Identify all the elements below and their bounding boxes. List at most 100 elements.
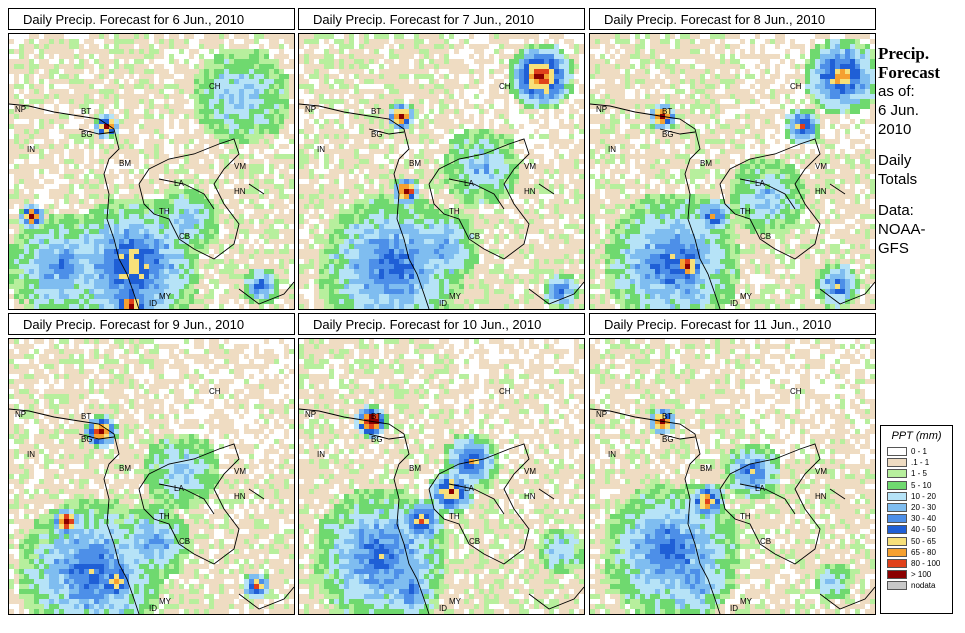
legend-swatch — [887, 547, 907, 557]
country-label: HN — [815, 492, 827, 501]
country-label: BM — [700, 159, 712, 168]
precip-map: NP BT BG IN BM CH VM LA HN TH CB MY ID — [298, 338, 585, 615]
country-label: BM — [700, 464, 712, 473]
as-of-year: 2010 — [878, 121, 912, 138]
country-label: IN — [317, 450, 325, 459]
panel-title: Daily Precip. Forecast for 10 Jun., 2010 — [298, 313, 585, 335]
legend-swatch — [887, 447, 907, 456]
country-label: IN — [27, 145, 35, 154]
country-label: BT — [371, 412, 381, 421]
data-source-2: GFS — [878, 240, 909, 257]
country-label: LA — [755, 179, 765, 188]
country-label: HN — [524, 492, 536, 501]
country-label: TH — [449, 512, 460, 521]
daily-label: Daily — [878, 152, 912, 169]
legend-item: > 100 — [881, 569, 952, 580]
precip-map: NP BT BG IN BM CH VM LA HN TH CB MY ID — [589, 338, 876, 615]
legend-swatch — [887, 502, 907, 512]
country-label: MY — [159, 597, 172, 606]
country-label: VM — [234, 162, 246, 171]
precip-map: NP BT BG IN BM CH VM LA HN TH CB MY ID — [589, 33, 876, 310]
country-label: VM — [815, 162, 827, 171]
country-label: MY — [740, 597, 753, 606]
legend-item: 1 - 5 — [881, 468, 952, 479]
legend-item: 30 - 40 — [881, 513, 952, 524]
country-label: MY — [740, 292, 753, 301]
country-label: LA — [755, 484, 765, 493]
country-label: CB — [179, 537, 190, 546]
legend-swatch — [887, 491, 907, 501]
country-label: MY — [449, 597, 462, 606]
legend-title: PPT (mm) — [891, 430, 942, 442]
legend-label: > 100 — [911, 570, 932, 580]
legend-label: 10 - 20 — [911, 491, 936, 501]
country-label: LA — [174, 484, 184, 493]
panel-title: Daily Precip. Forecast for 8 Jun., 2010 — [589, 8, 876, 30]
country-label: CB — [179, 232, 190, 241]
panel-title: Daily Precip. Forecast for 7 Jun., 2010 — [298, 8, 585, 30]
legend-label: 20 - 30 — [911, 502, 936, 512]
coastline — [590, 408, 875, 614]
country-label: CB — [760, 232, 771, 241]
country-label: MY — [449, 292, 462, 301]
country-label: CH — [790, 387, 802, 396]
legend-label: 0 - 1 — [911, 447, 928, 456]
coastline — [9, 408, 294, 614]
legend-item: 5 - 10 — [881, 480, 952, 491]
legend-swatch — [887, 458, 907, 468]
heading-forecast: Forecast — [878, 63, 940, 82]
country-label: BG — [81, 130, 93, 139]
legend-item: 10 - 20 — [881, 491, 952, 502]
country-label: BT — [662, 107, 672, 116]
legend-swatch — [887, 536, 907, 546]
legend-label: 65 - 80 — [911, 547, 936, 557]
country-label: TH — [740, 207, 751, 216]
legend-swatch — [887, 469, 907, 479]
country-label: VM — [815, 467, 827, 476]
country-label: TH — [159, 512, 170, 521]
totals-label: Totals — [878, 171, 918, 188]
country-label: CB — [469, 537, 480, 546]
country-label: BG — [81, 435, 93, 444]
legend-swatch — [887, 558, 907, 568]
legend-item: 65 - 80 — [881, 547, 952, 558]
precip-map: NP BT BG IN BM CH VM LA HN TH CB MY ID — [8, 33, 295, 310]
country-label: VM — [234, 467, 246, 476]
country-label: NP — [305, 410, 316, 419]
country-label: CH — [790, 82, 802, 91]
country-label: IN — [608, 145, 616, 154]
legend-label: .1 - 1 — [911, 458, 930, 468]
country-label: NP — [15, 105, 26, 114]
legend-swatch — [887, 480, 907, 490]
legend-label: 5 - 10 — [911, 480, 932, 490]
country-label: BT — [662, 412, 672, 421]
country-label: LA — [464, 179, 474, 188]
legend-swatch — [887, 570, 907, 580]
legend-label: 50 - 65 — [911, 536, 936, 546]
coastline — [299, 408, 584, 614]
legend-item: .1 - 1 — [881, 457, 952, 468]
country-label: HN — [524, 187, 536, 196]
country-label: CB — [469, 232, 480, 241]
country-label: MY — [159, 292, 172, 301]
precip-map: NP BT BG IN BM CH VM LA HN TH CB MY ID — [298, 33, 585, 310]
panel-title: Daily Precip. Forecast for 9 Jun., 2010 — [8, 313, 295, 335]
legend-item: nodata — [881, 580, 952, 591]
legend-label: 30 - 40 — [911, 514, 936, 524]
legend-item: 50 - 65 — [881, 536, 952, 547]
data-source-1: NOAA- — [878, 221, 926, 238]
country-label: BM — [409, 159, 421, 168]
country-label: NP — [15, 410, 26, 419]
legend-label: nodata — [911, 581, 936, 591]
country-label: HN — [234, 187, 246, 196]
legend-label: 40 - 50 — [911, 525, 936, 535]
coastline — [9, 103, 294, 309]
panel-title: Daily Precip. Forecast for 11 Jun., 2010 — [589, 313, 876, 335]
country-label: HN — [815, 187, 827, 196]
country-label: VM — [524, 162, 536, 171]
